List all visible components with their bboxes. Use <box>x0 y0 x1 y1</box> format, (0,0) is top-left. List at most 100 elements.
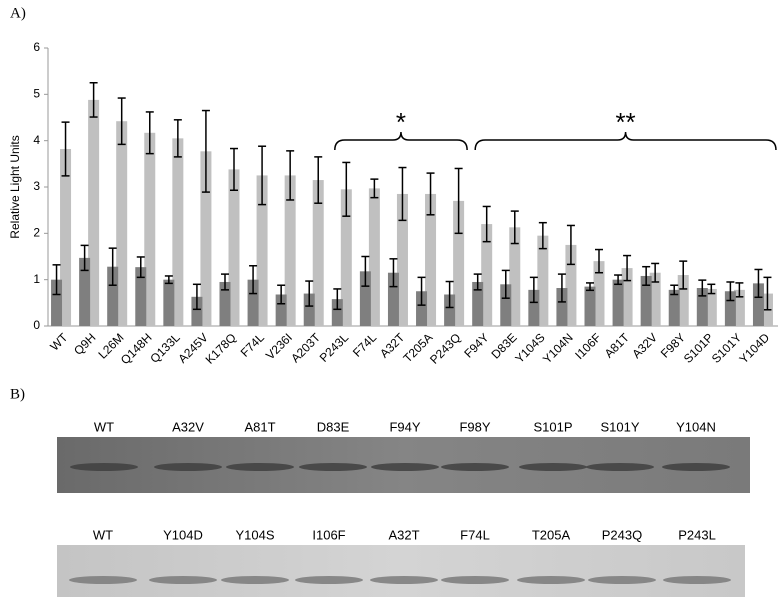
protein-band <box>586 463 654 471</box>
bar <box>135 267 147 326</box>
bar <box>509 227 521 326</box>
bar <box>116 121 128 326</box>
bar <box>500 284 512 326</box>
bar <box>359 271 371 326</box>
protein-band <box>441 576 509 584</box>
bar <box>612 279 624 326</box>
bar <box>537 235 549 326</box>
x-tick-label: K178Q <box>203 330 239 366</box>
protein-band <box>70 463 138 471</box>
lane-label: A32T <box>388 527 419 542</box>
bar <box>752 283 764 326</box>
bar <box>275 294 287 326</box>
bar <box>528 289 540 326</box>
bar <box>172 138 184 326</box>
bar <box>425 193 437 326</box>
lane-label: F74L <box>460 527 490 542</box>
panel-label: B) <box>10 386 25 402</box>
x-tick-label: A81T <box>602 330 633 361</box>
bar <box>481 224 493 326</box>
protein-band <box>154 463 222 471</box>
protein-band <box>149 576 217 584</box>
lane-label: S101Y <box>600 419 639 434</box>
x-tick-label: F74L <box>350 330 379 359</box>
bar <box>472 281 484 326</box>
x-tick-label: Q133L <box>147 330 183 366</box>
significance-brace <box>334 131 468 151</box>
protein-band <box>441 463 509 471</box>
bar <box>668 289 680 326</box>
x-tick-label: Y104D <box>736 330 772 366</box>
x-tick-label: F94Y <box>461 330 491 360</box>
protein-band <box>663 576 731 584</box>
protein-band <box>588 576 656 584</box>
x-tick-label: A32V <box>629 330 660 361</box>
y-tick-label: 1 <box>33 272 40 286</box>
bar <box>640 275 652 326</box>
x-tick-label: A203T <box>288 330 323 365</box>
bar <box>584 286 596 326</box>
lane-label: F94Y <box>389 419 420 434</box>
bar <box>200 151 212 326</box>
bar <box>453 200 465 326</box>
bar <box>303 293 315 326</box>
lane-label: Y104N <box>676 419 716 434</box>
bar <box>88 99 100 326</box>
protein-band <box>299 463 367 471</box>
significance-label: * <box>396 107 406 137</box>
y-tick-label: 6 <box>33 40 40 54</box>
x-tick-label: S101Y <box>709 330 744 365</box>
x-tick-label: Q9H <box>71 330 98 357</box>
bar <box>60 149 72 326</box>
y-tick-label: 3 <box>33 179 40 193</box>
bar <box>79 257 91 326</box>
y-tick-label: 5 <box>33 87 40 101</box>
bar <box>396 193 408 326</box>
bar <box>331 299 343 326</box>
lane-label: F98Y <box>459 419 490 434</box>
x-tick-label: Y104S <box>512 330 547 365</box>
y-tick-label: 0 <box>33 318 40 332</box>
bar <box>696 288 708 326</box>
x-tick-label: S101P <box>681 330 716 365</box>
protein-band <box>371 463 439 471</box>
y-tick-label: 4 <box>33 133 40 147</box>
protein-band <box>370 576 438 584</box>
bar <box>219 281 231 326</box>
lane-label: A81T <box>244 419 275 434</box>
significance-label: ** <box>615 107 635 137</box>
protein-band <box>295 576 363 584</box>
x-tick-label: I106F <box>572 330 604 362</box>
protein-band <box>662 463 730 471</box>
bar <box>107 266 119 326</box>
bar <box>228 169 240 326</box>
lane-label: Y104S <box>235 527 274 542</box>
lane-label: WT <box>94 419 114 434</box>
bar <box>191 296 203 326</box>
bar <box>163 279 175 326</box>
lane-label: P243L <box>678 527 716 542</box>
x-tick-label: Y104N <box>540 330 576 366</box>
protein-band <box>517 576 585 584</box>
lane-label: P243Q <box>602 527 642 542</box>
x-tick-label: Q148H <box>118 330 155 367</box>
bar <box>677 275 689 326</box>
bar <box>621 268 633 326</box>
blot-membrane <box>57 545 745 597</box>
protein-band <box>226 463 294 471</box>
lane-label: D83E <box>317 419 350 434</box>
bar <box>51 279 63 326</box>
bar <box>649 272 661 326</box>
x-tick-label: P243L <box>317 330 352 365</box>
bar <box>284 175 296 326</box>
bar <box>724 291 736 326</box>
bar <box>340 189 352 326</box>
bar <box>705 288 717 326</box>
lane-label: I106F <box>312 527 345 542</box>
lane-label: S101P <box>533 419 572 434</box>
lane-label: A32V <box>172 419 204 434</box>
lane-label: WT <box>93 527 113 542</box>
protein-band <box>519 463 587 471</box>
bar <box>312 180 324 326</box>
